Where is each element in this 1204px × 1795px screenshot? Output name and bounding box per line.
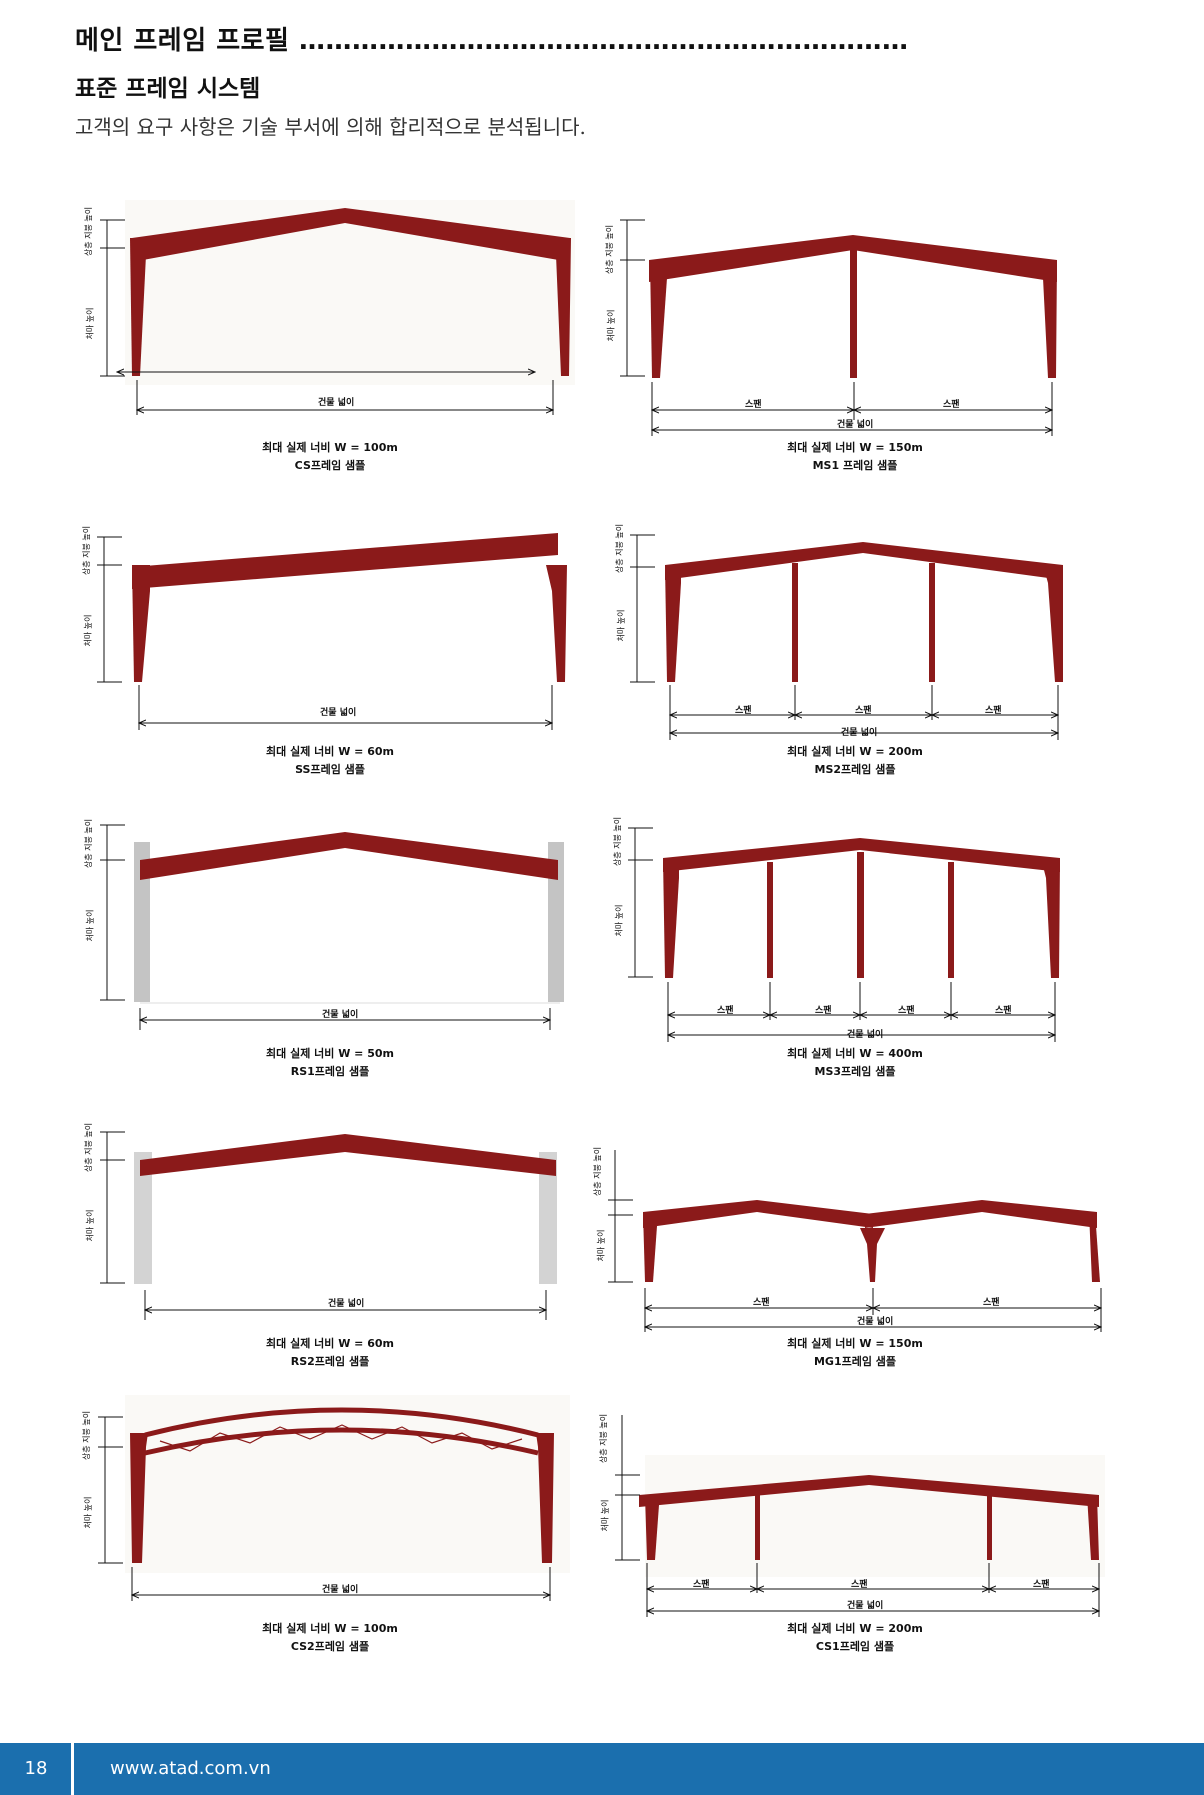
cs-frame-name: CS프레임 샘플 [294, 459, 366, 472]
ms3-roof-height-label: 상층 지붕 높이 [613, 816, 623, 867]
ms2-frame-drawing [630, 534, 1063, 740]
cs1-frame-drawing [615, 1415, 1105, 1617]
cs1-span-label-3: 스팬 [1033, 1580, 1050, 1590]
mg1-max-width: 최대 실제 너비 W = 150m [787, 1337, 923, 1350]
page-footer: 18 www.atad.com.vn [0, 1743, 1204, 1795]
cs2-frame-name: CS2프레임 샘플 [290, 1640, 370, 1653]
rs2-max-width: 최대 실제 너비 W = 60m [266, 1337, 394, 1350]
cs2-building-width-label: 건물 넓이 [322, 1585, 359, 1595]
mg1-frame-name: MG1프레임 샘플 [813, 1355, 897, 1368]
footer-url-link[interactable]: www.atad.com.vn [110, 1758, 271, 1779]
frame-panel-ms1: 상층 지붕 높이 처마 높이 스팬 스팬 건물 넓이 최대 실제 너비 W = … [605, 200, 1105, 480]
mg1-roof-height-label: 상층 지붕 높이 [593, 1146, 603, 1197]
cs1-max-width: 최대 실제 너비 W = 200m [787, 1622, 923, 1635]
rs2-roof-height-label: 상층 지붕 높이 [84, 1122, 94, 1173]
page-title: 메인 프레임 프로필 …………………………………………………………… [75, 26, 909, 56]
mg1-span-label-2: 스팬 [983, 1298, 1000, 1308]
ss-building-width-label: 건물 넓이 [320, 708, 357, 718]
ss-frame-name: SS프레임 샘플 [295, 763, 365, 776]
ms1-frame-drawing [620, 219, 1057, 436]
cs2-eave-height-label: 처마 높이 [83, 1496, 93, 1529]
footer-divider [71, 1743, 74, 1795]
ms3-span-label-2: 스팬 [815, 1006, 832, 1016]
cs1-frame-name: CS1프레임 샘플 [815, 1640, 895, 1653]
ms3-eave-height-label: 처마 높이 [614, 904, 624, 937]
frame-panel-cs: 상층 지붕 높이 처마 높이 건물 넓이 최대 실제 너비 W = 100m C… [80, 200, 580, 480]
cs2-frame-drawing [98, 1395, 570, 1601]
ss-roof-height-label: 상층 지붕 높이 [82, 525, 92, 576]
cs2-max-width: 최대 실제 너비 W = 100m [262, 1622, 398, 1635]
ms3-span-label-3: 스팬 [898, 1006, 915, 1016]
cs-eave-height-label: 처마 높이 [85, 307, 95, 340]
cs1-eave-height-label: 처마 높이 [600, 1499, 610, 1532]
cs-building-width-label: 건물 넓이 [318, 398, 355, 408]
mg1-frame-drawing [608, 1150, 1105, 1332]
mg1-span-label-1: 스팬 [753, 1298, 770, 1308]
frame-panel-rs2: 상층 지붕 높이 처마 높이 건물 넓이 최대 실제 너비 W = 60m RS… [80, 1120, 580, 1380]
rs1-eave-height-label: 처마 높이 [85, 909, 95, 942]
ms1-max-width: 최대 실제 너비 W = 150m [787, 441, 923, 454]
ss-max-width: 최대 실제 너비 W = 60m [266, 745, 394, 758]
cs2-roof-height-label: 상층 지붕 높이 [82, 1410, 92, 1461]
cs1-span-label-1: 스팬 [693, 1580, 710, 1590]
ms2-roof-height-label: 상층 지붕 높이 [615, 523, 625, 574]
section-subtitle: 표준 프레임 시스템 [75, 76, 261, 102]
frame-panel-cs2: 상층 지붕 높이 처마 높이 건물 넓이 최대 실제 너비 W = 100m C… [80, 1395, 580, 1665]
ms2-span-label-2: 스팬 [855, 706, 872, 716]
intro-text: 고객의 요구 사항은 기술 부서에 의해 합리적으로 분석됩니다. [75, 115, 586, 139]
rs1-frame-drawing [100, 824, 564, 1030]
ms3-frame-name: MS3프레임 샘플 [814, 1065, 896, 1078]
ms2-frame-name: MS2프레임 샘플 [814, 763, 896, 776]
rs1-building-width-label: 건물 넓이 [322, 1010, 359, 1020]
ms2-eave-height-label: 처마 높이 [616, 609, 626, 642]
cs1-roof-height-label: 상층 지붕 높이 [599, 1413, 609, 1464]
frame-panel-mg1: 상층 지붕 높이 처마 높이 스팬 스팬 건물 넓이 최대 실제 너비 W = … [593, 1120, 1105, 1380]
ms3-span-label-4: 스팬 [995, 1006, 1012, 1016]
cs1-span-label-2: 스팬 [851, 1580, 868, 1590]
page-number: 18 [24, 1758, 48, 1779]
rs1-frame-name: RS1프레임 샘플 [290, 1065, 370, 1078]
rs2-frame-drawing [100, 1131, 557, 1320]
ms2-span-label-1: 스팬 [735, 706, 752, 716]
ms1-eave-height-label: 처마 높이 [606, 309, 616, 342]
rs1-max-width: 최대 실제 너비 W = 50m [266, 1047, 394, 1060]
ms3-frame-drawing [628, 827, 1060, 1042]
ms2-max-width: 최대 실제 너비 W = 200m [787, 745, 923, 758]
cs1-building-width-label: 건물 넓이 [847, 1601, 884, 1611]
ss-frame-drawing [97, 533, 567, 730]
mg1-building-width-label: 건물 넓이 [857, 1317, 894, 1327]
cs-roof-height-label: 상층 지붕 높이 [84, 206, 94, 257]
frame-panel-ms2: 상층 지붕 높이 처마 높이 스팬 스팬 스팬 건물 넓이 최대 실제 너비 W… [605, 523, 1105, 785]
ms2-span-label-3: 스팬 [985, 706, 1002, 716]
ms1-span-label-1: 스팬 [745, 400, 762, 410]
ms1-span-label-2: 스팬 [943, 400, 960, 410]
ms3-span-label-1: 스팬 [717, 1006, 734, 1016]
ss-eave-height-label: 처마 높이 [83, 614, 93, 647]
ms1-building-width-label: 건물 넓이 [837, 420, 874, 430]
ms1-roof-height-label: 상층 지붕 높이 [605, 224, 615, 275]
cs-frame-drawing [100, 200, 575, 415]
rs2-frame-name: RS2프레임 샘플 [290, 1355, 370, 1368]
mg1-eave-height-label: 처마 높이 [596, 1229, 606, 1262]
frame-panel-cs1: 상층 지붕 높이 처마 높이 스팬 스팬 스팬 건물 넓이 최대 실제 너비 W… [599, 1395, 1105, 1665]
frame-panel-rs1: 상층 지붕 높이 처마 높이 건물 넓이 최대 실제 너비 W = 50m RS… [80, 818, 580, 1090]
frame-panel-ss: 상층 지붕 높이 처마 높이 건물 넓이 최대 실제 너비 W = 60m SS… [80, 525, 580, 785]
rs2-eave-height-label: 처마 높이 [85, 1209, 95, 1242]
ms1-frame-name: MS1 프레임 샘플 [812, 459, 898, 472]
rs2-building-width-label: 건물 넓이 [328, 1299, 365, 1309]
ms2-building-width-label: 건물 넓이 [841, 728, 878, 738]
rs1-roof-height-label: 상층 지붕 높이 [84, 818, 94, 869]
ms3-max-width: 최대 실제 너비 W = 400m [787, 1047, 923, 1060]
cs-max-width: 최대 실제 너비 W = 100m [262, 441, 398, 454]
ms3-building-width-label: 건물 넓이 [847, 1030, 884, 1040]
frame-panel-ms3: 상층 지붕 높이 처마 높이 스팬 스팬 스팬 스팬 건물 넓이 최대 실제 너… [605, 816, 1105, 1090]
